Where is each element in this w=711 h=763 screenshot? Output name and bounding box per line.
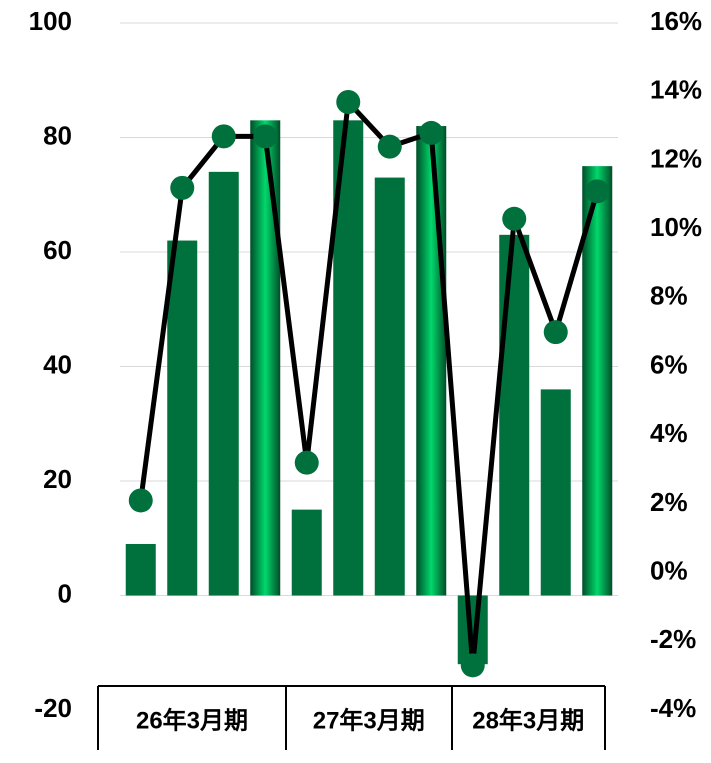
y-tick-label: 20 [43, 464, 72, 494]
bar [499, 234, 530, 596]
y-tick-label: 80 [43, 120, 72, 150]
group-label: 26年3月期 [136, 706, 248, 734]
y2-tick-label: 8% [650, 281, 688, 311]
y2-tick-label: 10% [650, 212, 702, 242]
bar [540, 389, 571, 596]
y2-tick-label: 14% [650, 75, 702, 105]
y-tick-label: 0 [58, 578, 72, 608]
bar [208, 171, 239, 596]
line-marker [128, 488, 153, 513]
y-tick-label: 40 [43, 349, 72, 379]
line-marker [502, 206, 527, 231]
line-marker [294, 450, 319, 475]
bar [291, 509, 322, 596]
bar [374, 177, 405, 596]
y2-tick-label: 4% [650, 418, 688, 448]
line-marker [460, 653, 485, 678]
line-marker [336, 90, 361, 115]
line-marker [585, 179, 610, 204]
y2-tick-label: 0% [650, 555, 688, 585]
bar [167, 240, 198, 596]
line-marker [543, 320, 568, 345]
line-marker [211, 124, 236, 149]
bar [582, 166, 613, 596]
y2-tick-label: 6% [650, 349, 688, 379]
line-marker [170, 175, 195, 200]
line-marker [419, 120, 444, 145]
bar [416, 126, 447, 596]
line-marker [253, 124, 278, 149]
bar [250, 120, 281, 596]
y2-tick-label: 16% [650, 6, 702, 36]
y2-tick-label: -4% [650, 693, 696, 723]
line-marker [377, 134, 402, 159]
bar [125, 543, 156, 596]
group-label: 28年3月期 [472, 706, 584, 734]
y2-tick-label: 12% [650, 143, 702, 173]
y2-tick-label: -2% [650, 624, 696, 654]
group-label: 27年3月期 [313, 706, 425, 734]
y2-tick-label: 2% [650, 487, 688, 517]
y-tick-label: 100 [29, 6, 72, 36]
y-tick-label: -20 [34, 693, 72, 723]
y-tick-label: 60 [43, 235, 72, 265]
